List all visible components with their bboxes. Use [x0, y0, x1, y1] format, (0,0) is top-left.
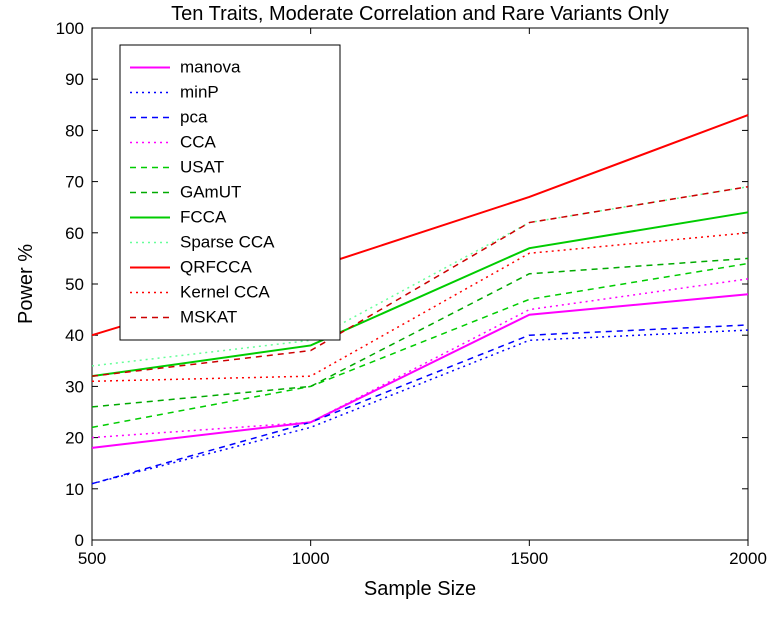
series-line [92, 330, 748, 484]
chart-container: { "chart": { "type": "line", "title": "T… [0, 0, 775, 621]
y-tick-label: 40 [65, 326, 84, 345]
legend-label: USAT [180, 158, 224, 177]
legend-label: GAmUT [180, 183, 241, 202]
y-tick-label: 0 [75, 531, 84, 550]
legend-label: Sparse CCA [180, 233, 275, 252]
x-tick-label: 500 [78, 549, 106, 568]
legend-label: manova [180, 58, 241, 77]
legend-label: MSKAT [180, 308, 237, 327]
x-tick-label: 1000 [292, 549, 330, 568]
y-tick-label: 70 [65, 173, 84, 192]
legend-label: minP [180, 83, 219, 102]
x-tick-label: 1500 [510, 549, 548, 568]
y-tick-label: 90 [65, 70, 84, 89]
y-tick-label: 60 [65, 224, 84, 243]
y-tick-label: 80 [65, 121, 84, 140]
legend-label: FCCA [180, 208, 227, 227]
legend-label: pca [180, 108, 208, 127]
x-axis-label: Sample Size [364, 578, 476, 600]
y-axis-label: Power % [15, 244, 37, 324]
y-tick-label: 10 [65, 480, 84, 499]
legend-label: Kernel CCA [180, 283, 270, 302]
y-tick-label: 50 [65, 275, 84, 294]
chart-title: Ten Traits, Moderate Correlation and Rar… [171, 3, 669, 25]
series-line [92, 325, 748, 484]
line-chart: Ten Traits, Moderate Correlation and Rar… [0, 0, 775, 621]
y-tick-label: 20 [65, 429, 84, 448]
y-tick-label: 100 [56, 19, 84, 38]
legend-label: QRFCCA [180, 258, 252, 277]
legend: manova minP pca CCA USAT GAmUT FCCA Sparse CCA Q… [120, 45, 340, 340]
legend-label: CCA [180, 133, 217, 152]
y-tick-label: 30 [65, 377, 84, 396]
x-tick-label: 2000 [729, 549, 767, 568]
